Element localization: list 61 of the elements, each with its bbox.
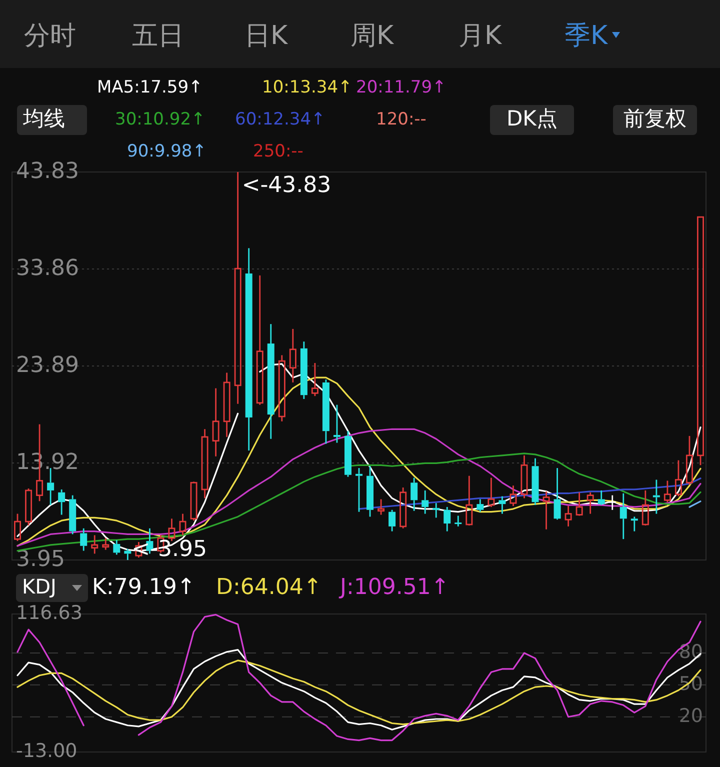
legend-label: 250:--: [253, 142, 304, 162]
candlestick: [564, 505, 572, 528]
text: K:79.19↑: [92, 575, 196, 600]
text: 30:10.92↑: [115, 110, 206, 130]
text: 90:9.98↑: [127, 142, 206, 162]
candlestick: [212, 388, 220, 458]
legend-label: 120:--: [376, 110, 426, 130]
candlestick: [554, 467, 561, 520]
candlestick: [620, 492, 627, 540]
text: 60:12.34↑: [235, 110, 326, 130]
y-tick-label: 33.86: [16, 256, 79, 282]
y-tick-label: 3.95: [16, 547, 65, 572]
candlestick: [422, 490, 429, 514]
line-series: [16, 660, 702, 726]
text: 五日: [132, 21, 184, 52]
candlestick: [80, 528, 88, 552]
candlestick: [234, 171, 242, 405]
text: J:109.51↑: [338, 575, 450, 600]
candlestick: [532, 458, 539, 506]
candlestick: [267, 323, 274, 440]
candlestick: [444, 506, 451, 532]
candlestick: [608, 494, 617, 511]
text: 前复权: [624, 106, 686, 131]
y-tick-label: 23.89: [16, 353, 79, 378]
candlestick: [432, 502, 440, 518]
text: 20:11.79↑: [356, 78, 446, 98]
candlestick: [69, 494, 76, 535]
candlestick: [113, 539, 120, 556]
text: D:64.04↑: [216, 575, 322, 600]
y-tick-label: -13.00: [16, 740, 78, 762]
text: MA5:17.59↑: [97, 78, 203, 98]
text: 周K: [350, 21, 394, 52]
line-series: [358, 478, 702, 510]
text: 日K: [244, 21, 288, 52]
candlestick: [201, 428, 208, 499]
candlestick: [91, 534, 98, 554]
candlestick: [598, 490, 605, 506]
annotation: <-43.83: [242, 173, 332, 198]
text: 分时: [24, 21, 76, 52]
candlestick: [542, 490, 550, 530]
candlestick: [58, 488, 66, 516]
text: DK点: [506, 106, 558, 131]
candlestick: [498, 496, 506, 514]
candlestick: [223, 372, 230, 438]
y-tick-label: 116.63: [16, 602, 82, 624]
text: 均线: [22, 106, 65, 131]
text: 月K: [458, 21, 502, 52]
candlestick: [245, 247, 252, 452]
candlestick: [454, 515, 462, 528]
y2-tick-label: 20: [678, 705, 703, 728]
candlestick: [102, 537, 110, 550]
chart-title: KDJ: [22, 574, 56, 598]
candlestick: [300, 340, 308, 400]
candlestick: [289, 328, 296, 384]
y-tick-label: 43.83: [16, 159, 79, 184]
text: 10:13.34↑: [262, 78, 352, 98]
candlestick: [476, 498, 484, 513]
candlestick: [630, 516, 638, 532]
text: 季K: [564, 21, 608, 52]
candlestick: [410, 477, 418, 512]
candlestick: [278, 354, 286, 422]
